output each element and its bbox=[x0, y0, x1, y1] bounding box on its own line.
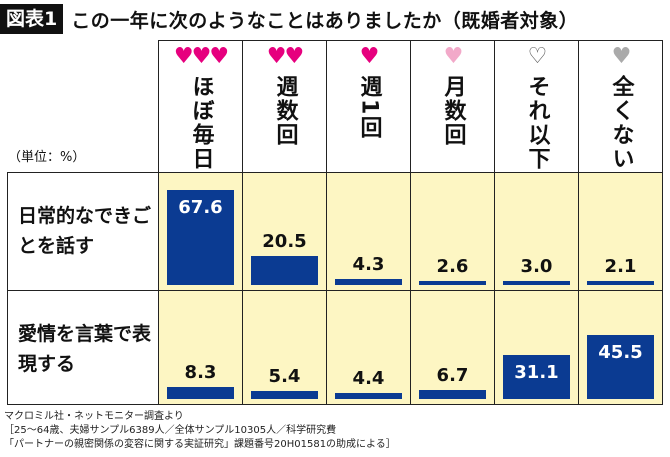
source-line: ［25〜64歳、夫婦サンプル6389人／全体サンプル10305人／科学研究費 bbox=[4, 425, 337, 436]
chart-title: 図表1 この一年に次のようなことはありましたか（既婚者対象） bbox=[0, 4, 578, 34]
data-cell: 2.6 bbox=[410, 172, 495, 291]
data-label: 6.7 bbox=[436, 364, 469, 386]
heart-icon: ♥ bbox=[443, 44, 464, 69]
series-label: 日常的なできごとを話す bbox=[7, 172, 159, 291]
category-header: ♥♥♥ ほぼ毎日 bbox=[158, 40, 243, 173]
category-header: ♥ 月数回 bbox=[410, 40, 495, 173]
bar bbox=[167, 387, 234, 399]
heart-icon: ♡ bbox=[527, 44, 548, 69]
source-line: マクロミル社・ネットモニター調査より bbox=[4, 411, 184, 422]
source-note: マクロミル社・ネットモニター調査より ［25〜64歳、夫婦サンプル6389人／全… bbox=[4, 410, 396, 452]
data-label: 20.5 bbox=[262, 231, 307, 253]
data-cell: 8.3 bbox=[158, 290, 243, 405]
category-label: ほぼ毎日 bbox=[188, 75, 214, 171]
category-header: ♡ それ以下 bbox=[494, 40, 579, 173]
bar bbox=[419, 389, 486, 399]
category-label: 週数回 bbox=[272, 75, 298, 147]
data-cell: 4.4 bbox=[326, 290, 411, 405]
category-header: ♥ 全くない bbox=[578, 40, 663, 173]
heart-icon: ♥♥ bbox=[266, 44, 304, 69]
heart-icon: ♥ bbox=[611, 44, 632, 69]
category-header: ♥♥ 週数回 bbox=[242, 40, 327, 173]
source-line: 「パートナーの親密関係の変容に関する実証研究」課題番号20H01581の助成によ… bbox=[4, 439, 396, 450]
data-label: 4.4 bbox=[352, 367, 385, 389]
bar bbox=[335, 392, 402, 399]
title-text: この一年に次のようなことはありましたか（既婚者対象） bbox=[71, 9, 579, 32]
bar bbox=[587, 335, 654, 399]
bar bbox=[587, 281, 654, 285]
data-label: 3.0 bbox=[520, 255, 553, 277]
data-label: 31.1 bbox=[514, 362, 559, 384]
heart-icon: ♥♥♥ bbox=[173, 44, 229, 69]
data-label: 8.3 bbox=[184, 362, 217, 384]
category-label: 月数回 bbox=[440, 75, 466, 147]
data-label: 67.6 bbox=[178, 197, 223, 219]
data-cell: 31.1 bbox=[494, 290, 579, 405]
data-cell: 6.7 bbox=[410, 290, 495, 405]
category-label: 全くない bbox=[608, 75, 634, 171]
heart-icon: ♥ bbox=[359, 44, 380, 69]
data-cell: 45.5 bbox=[578, 290, 663, 405]
data-cell: 5.4 bbox=[242, 290, 327, 405]
data-cell: 67.6 bbox=[158, 172, 243, 291]
bar bbox=[251, 391, 318, 399]
data-cell: 20.5 bbox=[242, 172, 327, 291]
data-label: 5.4 bbox=[268, 366, 301, 388]
data-label: 4.3 bbox=[352, 253, 385, 275]
category-label: それ以下 bbox=[524, 75, 550, 171]
data-label: 2.1 bbox=[604, 256, 637, 277]
data-cell: 2.1 bbox=[578, 172, 663, 291]
bar bbox=[335, 278, 402, 285]
bar bbox=[503, 355, 570, 399]
data-label: 2.6 bbox=[436, 256, 469, 277]
data-cell: 3.0 bbox=[494, 172, 579, 291]
bar bbox=[167, 190, 234, 285]
data-label: 45.5 bbox=[598, 342, 643, 364]
bar bbox=[503, 280, 570, 285]
category-header: ♥ 週1回 bbox=[326, 40, 411, 173]
series-label: 愛情を言葉で表現する bbox=[7, 290, 159, 405]
bar bbox=[419, 281, 486, 285]
figure-badge: 図表1 bbox=[0, 4, 64, 34]
data-cell: 4.3 bbox=[326, 172, 411, 291]
unit-label: （単位：%） bbox=[8, 150, 86, 165]
category-label: 週1回 bbox=[356, 75, 382, 141]
bar bbox=[251, 256, 318, 285]
